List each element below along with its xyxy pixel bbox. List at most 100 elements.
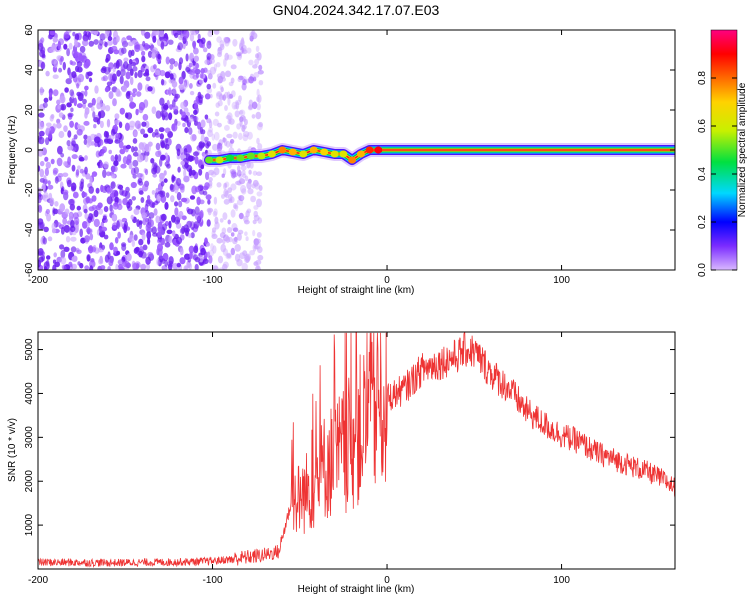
noise-speckle xyxy=(144,168,149,176)
noise-speckle xyxy=(197,121,202,130)
noise-speckle xyxy=(38,136,45,145)
noise-speckle xyxy=(59,95,66,104)
noise-speckle xyxy=(160,78,165,86)
noise-speckle xyxy=(83,139,88,146)
y-tick-label: 5000 xyxy=(24,338,35,361)
noise-speckle xyxy=(222,238,226,245)
noise-speckle xyxy=(206,83,212,90)
noise-speckle xyxy=(47,236,53,242)
noise-speckle xyxy=(155,150,162,158)
noise-speckle xyxy=(155,142,161,151)
noise-speckle xyxy=(39,86,44,96)
noise-speckle xyxy=(232,237,238,245)
noise-speckle xyxy=(136,263,140,269)
noise-speckle xyxy=(39,168,45,178)
noise-speckle xyxy=(194,155,199,165)
noise-speckle xyxy=(215,102,220,108)
noise-speckle xyxy=(251,183,256,189)
noise-speckle xyxy=(171,80,178,88)
signal-track-point xyxy=(246,152,255,160)
snr-y-ticks: 5000 4000 3000 2000 1000 xyxy=(24,338,675,536)
noise-speckle xyxy=(194,103,199,110)
noise-speckle xyxy=(192,41,196,50)
noise-speckle xyxy=(220,77,226,82)
noise-speckle xyxy=(219,40,225,48)
noise-speckle xyxy=(95,204,102,211)
noise-speckle xyxy=(206,141,211,147)
noise-speckle xyxy=(110,181,116,189)
noise-speckle xyxy=(41,194,46,200)
noise-speckle xyxy=(188,245,195,254)
noise-speckle xyxy=(167,263,173,270)
noise-speckle xyxy=(60,256,67,265)
snr-x-axis-label: Height of straight line (km) xyxy=(298,584,415,595)
noise-speckle xyxy=(117,184,124,190)
noise-speckle xyxy=(248,169,252,175)
noise-speckle xyxy=(113,201,119,207)
noise-speckle xyxy=(63,31,70,39)
noise-speckle xyxy=(211,227,217,233)
noise-speckle xyxy=(99,33,106,41)
noise-speckle xyxy=(174,201,179,207)
noise-speckle xyxy=(147,127,154,134)
noise-speckle xyxy=(65,236,71,243)
noise-speckle xyxy=(217,255,224,264)
noise-speckle xyxy=(255,238,261,244)
noise-speckle xyxy=(216,148,222,154)
noise-speckle xyxy=(52,259,57,264)
noise-speckle xyxy=(249,35,254,42)
noise-speckle xyxy=(108,149,112,155)
noise-speckle xyxy=(179,183,185,191)
noise-speckle xyxy=(230,170,237,179)
noise-speckle xyxy=(102,75,109,82)
noise-speckle xyxy=(214,216,219,225)
noise-speckle xyxy=(88,77,93,83)
noise-speckle xyxy=(224,124,230,131)
noise-speckle xyxy=(84,85,89,91)
noise-speckle xyxy=(146,230,152,240)
noise-speckle xyxy=(256,96,260,102)
noise-speckle xyxy=(38,121,45,130)
noise-speckle xyxy=(237,180,242,186)
noise-speckle xyxy=(223,198,230,205)
noise-speckle xyxy=(90,141,96,146)
noise-speckle xyxy=(104,66,111,75)
noise-speckle xyxy=(165,56,170,65)
noise-speckle xyxy=(102,169,107,179)
noise-speckle xyxy=(244,231,248,236)
noise-speckle xyxy=(248,99,253,107)
noise-speckle xyxy=(93,218,100,228)
noise-speckle xyxy=(233,203,237,209)
noise-speckle xyxy=(171,174,175,183)
noise-speckle xyxy=(142,244,148,251)
noise-speckle xyxy=(108,134,115,140)
noise-speckle xyxy=(160,238,165,246)
noise-speckle xyxy=(159,158,163,167)
noise-speckle xyxy=(151,30,158,33)
noise-speckle xyxy=(248,76,255,84)
noise-speckle xyxy=(88,198,93,204)
noise-speckle xyxy=(84,212,88,220)
noise-speckle xyxy=(257,246,263,254)
noise-speckle xyxy=(83,134,88,140)
noise-speckle xyxy=(168,220,172,229)
noise-speckle xyxy=(52,167,59,174)
noise-speckle xyxy=(115,263,119,270)
noise-speckle xyxy=(41,254,45,262)
y-tick-label: -20 xyxy=(24,182,35,197)
noise-speckle xyxy=(46,259,50,267)
noise-speckle xyxy=(202,258,209,265)
noise-speckle xyxy=(242,173,247,179)
noise-speckle xyxy=(221,173,225,178)
noise-speckle xyxy=(242,79,247,86)
signal-track-point xyxy=(226,154,234,162)
noise-speckle xyxy=(212,143,219,151)
noise-speckle xyxy=(189,54,194,63)
noise-speckle xyxy=(227,187,233,194)
noise-speckle xyxy=(70,186,76,192)
noise-speckle xyxy=(145,199,151,207)
noise-speckle xyxy=(129,76,134,86)
noise-speckle xyxy=(161,258,166,264)
signal-track-point xyxy=(374,146,383,154)
noise-speckle xyxy=(247,131,253,140)
